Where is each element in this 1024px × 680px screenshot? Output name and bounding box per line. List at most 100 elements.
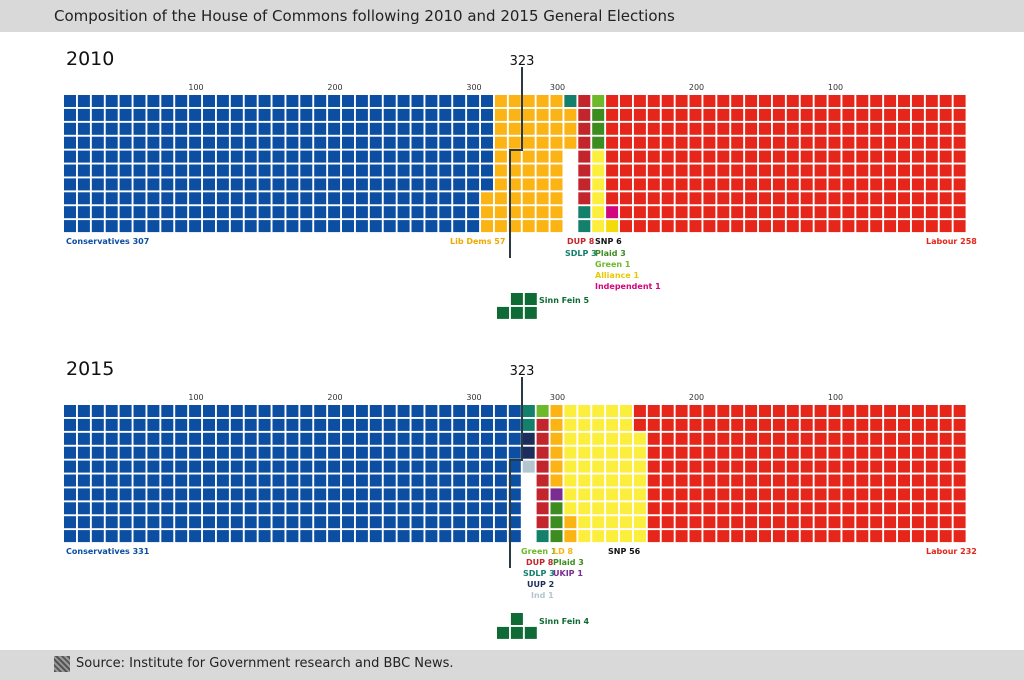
tick-left: 300 bbox=[466, 393, 482, 402]
seat-labour bbox=[898, 460, 910, 473]
seat-labour bbox=[703, 108, 716, 121]
seat-conservatives bbox=[77, 136, 90, 149]
seat-labour bbox=[786, 192, 799, 205]
seat-labour bbox=[675, 474, 688, 487]
seat-labour bbox=[856, 164, 869, 177]
seat-conservatives bbox=[411, 95, 424, 107]
seat-conservatives bbox=[439, 474, 452, 487]
seat-conservatives bbox=[203, 516, 215, 529]
seat-conservatives bbox=[411, 178, 424, 191]
seat-conservatives bbox=[453, 164, 466, 177]
seat-conservatives bbox=[119, 405, 132, 417]
seat-conservatives bbox=[314, 95, 327, 107]
seat-labour bbox=[759, 530, 771, 543]
seat-conservatives bbox=[314, 488, 327, 501]
seat-labour bbox=[745, 432, 758, 445]
seat-sinn-fein bbox=[524, 306, 537, 319]
seat-conservatives bbox=[508, 488, 521, 501]
seat-conservatives bbox=[425, 150, 438, 163]
seat-conservatives bbox=[453, 220, 466, 233]
seat-labour bbox=[898, 164, 910, 177]
seat-dup bbox=[536, 516, 549, 529]
seat-labour bbox=[786, 206, 799, 219]
seat-labour bbox=[731, 192, 744, 205]
seat-conservatives bbox=[481, 516, 493, 529]
seat-labour bbox=[814, 516, 827, 529]
seat-labour bbox=[647, 432, 660, 445]
seat-labour bbox=[661, 502, 674, 515]
seat-labour bbox=[759, 136, 771, 149]
seat-labour bbox=[703, 474, 716, 487]
seat-conservatives bbox=[411, 220, 424, 233]
seat-labour bbox=[745, 488, 758, 501]
seat-conservatives bbox=[161, 418, 174, 431]
seat-conservatives bbox=[244, 516, 257, 529]
seat-labour bbox=[606, 164, 619, 177]
seat-conservatives bbox=[300, 474, 313, 487]
seat-conservatives bbox=[453, 446, 466, 459]
seat-conservatives bbox=[286, 502, 299, 515]
seat-conservatives bbox=[77, 460, 90, 473]
seat-labour bbox=[786, 108, 799, 121]
seat-conservatives bbox=[230, 95, 243, 107]
seat-labour bbox=[772, 488, 785, 501]
seat-conservatives bbox=[300, 502, 313, 515]
seat-labour bbox=[606, 178, 619, 191]
seat-conservatives bbox=[272, 95, 285, 107]
seat-conservatives bbox=[105, 502, 118, 515]
seat-conservatives bbox=[258, 488, 271, 501]
seat-labour bbox=[898, 136, 910, 149]
seat-conservatives bbox=[230, 150, 243, 163]
seat-conservatives bbox=[244, 530, 257, 543]
seat-labour bbox=[703, 418, 716, 431]
seat-green bbox=[536, 405, 549, 417]
seat-labour bbox=[675, 150, 688, 163]
seat-conservatives bbox=[328, 460, 341, 473]
seat-labour bbox=[814, 446, 827, 459]
label-snp-2010: SNP 6 bbox=[595, 237, 622, 246]
seat-conservatives bbox=[189, 122, 202, 135]
seat-conservatives bbox=[439, 516, 452, 529]
seat-conservatives bbox=[439, 122, 452, 135]
seat-labour bbox=[925, 530, 938, 543]
seat-conservatives bbox=[230, 530, 243, 543]
seat-conservatives bbox=[244, 460, 257, 473]
seat-conservatives bbox=[397, 164, 410, 177]
seat-labour bbox=[814, 122, 827, 135]
seat-labour bbox=[800, 460, 813, 473]
seat-conservatives bbox=[133, 446, 146, 459]
seat-lib-dems bbox=[522, 192, 535, 205]
seat-conservatives bbox=[481, 108, 493, 121]
seat-conservatives bbox=[230, 432, 243, 445]
seat-conservatives bbox=[481, 405, 493, 417]
seat-labour bbox=[884, 95, 897, 107]
seat-snp bbox=[592, 150, 605, 163]
label-ukip-2015: UKIP 1 bbox=[553, 569, 583, 578]
seat-labour bbox=[911, 150, 924, 163]
seat-labour bbox=[606, 136, 619, 149]
seat-conservatives bbox=[508, 418, 521, 431]
seat-labour bbox=[689, 178, 702, 191]
seat-conservatives bbox=[272, 122, 285, 135]
seat-snp bbox=[578, 405, 591, 417]
seat-labour bbox=[925, 95, 938, 107]
seat-labour bbox=[703, 122, 716, 135]
seat-conservatives bbox=[481, 460, 493, 473]
seat-conservatives bbox=[175, 178, 188, 191]
seat-conservatives bbox=[425, 164, 438, 177]
seat-conservatives bbox=[147, 530, 160, 543]
seat-labour bbox=[759, 474, 771, 487]
seat-lib-dems bbox=[536, 192, 549, 205]
seat-lib-dems bbox=[550, 206, 563, 219]
seat-conservatives bbox=[286, 405, 299, 417]
seat-labour bbox=[800, 122, 813, 135]
seat-conservatives bbox=[64, 418, 76, 431]
seat-snp bbox=[592, 460, 605, 473]
seat-labour bbox=[856, 220, 869, 233]
seat-conservatives bbox=[119, 432, 132, 445]
seat-labour bbox=[911, 192, 924, 205]
label-snp-2015: SNP 56 bbox=[608, 547, 641, 556]
seat-labour bbox=[828, 178, 841, 191]
seat-labour bbox=[814, 474, 827, 487]
seat-conservatives bbox=[161, 136, 174, 149]
